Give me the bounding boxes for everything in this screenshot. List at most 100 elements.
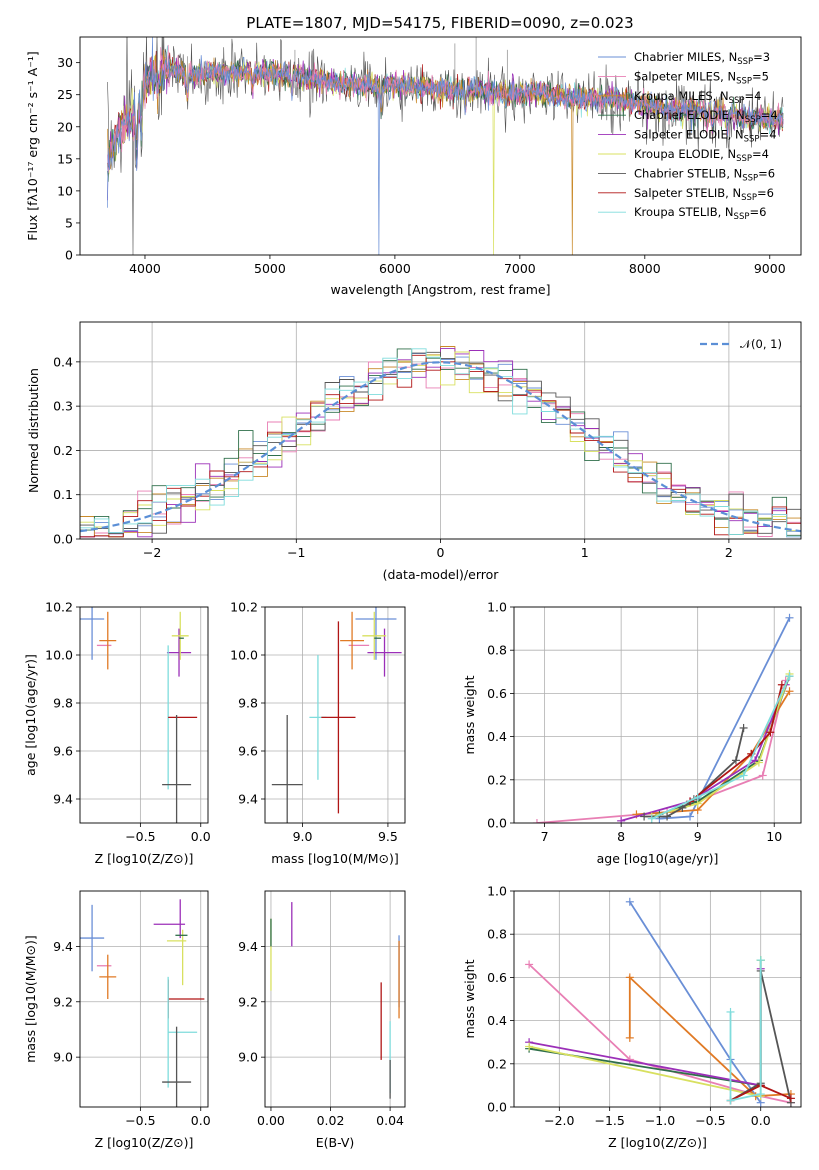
legend-value: =6 (749, 205, 766, 219)
mass-vs-metallicity-panel: −0.5 0.0 9.0 9.2 9.4 Z [log10(Z/Z⊙)] mass [log… (23, 890, 211, 1150)
y-tick-label: 10.2 (45, 600, 73, 615)
legend-value: =4 (761, 108, 778, 122)
legend-subscript: SSP (741, 193, 757, 203)
axes-frame (264, 890, 406, 1108)
x-tick-label: 8 (617, 829, 625, 844)
mass-weight-series-line (528, 960, 762, 1098)
y-tick-label: 0.8 (487, 643, 507, 658)
y-tick-label: 9.4 (238, 939, 258, 954)
y-tick-label: 0.8 (487, 927, 507, 942)
y-tick-label: 10.0 (230, 648, 258, 663)
x-tick-label: 0.00 (257, 1113, 285, 1128)
y-tick-label: 0.0 (53, 532, 73, 547)
x-tick-label: 0.0 (191, 1113, 211, 1128)
y-tick-label: 1.0 (487, 600, 507, 615)
y-tick-label: 0.4 (53, 354, 73, 369)
legend-value: =4 (760, 128, 777, 142)
y-tick-label: 0.4 (487, 1013, 507, 1028)
x-tick-label: 4000 (129, 261, 161, 276)
y-tick-label: 0.6 (487, 970, 507, 985)
mass-weight-series-line (651, 675, 791, 820)
x-tick-label: 6000 (379, 261, 411, 276)
y-tick-label: 0.0 (487, 1100, 507, 1115)
x-tick-label: 0.0 (751, 1113, 771, 1128)
legend-value: =4 (752, 147, 769, 161)
legend-label: Kroupa ELODIE, NSSP=4 (634, 147, 769, 164)
x-axis-label: age [log10(age/yr)] (597, 851, 719, 866)
y-tick-label: 9.6 (238, 744, 258, 759)
legend-subscript: SSP (734, 212, 750, 222)
x-tick-label: −0.5 (125, 829, 155, 844)
y-tick-label: 25 (57, 87, 73, 102)
axes-frame (513, 890, 802, 1108)
chart-title: PLATE=1807, MJD=54175, FIBERID=0090, z=0… (246, 14, 633, 32)
y-tick-label: 0.6 (487, 686, 507, 701)
mass-weight-series-line (651, 673, 791, 818)
y-axis-label: mass weight (462, 959, 477, 1038)
y-tick-label: 0.2 (487, 1056, 507, 1071)
age-vs-metallicity-panel: −0.5 0.0 9.4 9.6 9.8 10.0 10.2 Z [log10(Z/Z⊙)] a… (23, 600, 211, 867)
mass-weight-series-line (536, 680, 787, 823)
x-tick-label: −1.0 (645, 1113, 675, 1128)
y-tick-label: 10.0 (45, 648, 73, 663)
plot-area (80, 346, 801, 538)
y-tick-label: 9.4 (53, 939, 73, 954)
plot-area (270, 902, 400, 1099)
plot-area (271, 607, 402, 823)
y-tick-label: 9.8 (238, 696, 258, 711)
legend-label: Chabrier STELIB, NSSP=6 (634, 166, 775, 183)
y-tick-label: 9.4 (53, 792, 73, 807)
y-tick-label: 0.2 (487, 772, 507, 787)
x-tick-label: 1 (581, 545, 589, 560)
y-tick-label: 0.4 (487, 729, 507, 744)
mass-weight-series-line (636, 690, 791, 816)
mass-weight-series-line (620, 684, 787, 822)
mass-weight-series-line (528, 960, 762, 1087)
axes-frame (79, 890, 209, 1108)
x-tick-label: 10 (766, 829, 782, 844)
mass-vs-extinction-panel: 0.00 0.02 0.04 9.0 9.2 9.4 E(B-V) (238, 890, 406, 1150)
legend-label: Kroupa STELIB, NSSP=6 (634, 205, 766, 222)
legend-subscript: SSP (736, 76, 752, 86)
histogram-step-line (80, 348, 801, 538)
y-tick-label: 9.2 (53, 994, 73, 1009)
x-axis-label: mass [log10(M/M⊙)] (271, 851, 399, 866)
y-tick-label: 0.0 (487, 816, 507, 831)
x-tick-label: 7000 (504, 261, 536, 276)
legend-subscript: SSP (745, 115, 761, 125)
plot-area (107, 37, 784, 255)
legend-label: Salpeter STELIB, NSSP=6 (634, 186, 774, 203)
x-tick-label: 0 (437, 545, 445, 560)
y-tick-label: 9.0 (53, 1050, 73, 1065)
x-tick-label: 7 (541, 829, 549, 844)
legend-value: =6 (758, 166, 775, 180)
spectrum-series-line (107, 37, 784, 255)
legend-subscript: SSP (737, 57, 753, 67)
age-vs-mass-panel: 9.0 9.5 9.4 9.6 9.8 10.0 10.2 mass [log10(M/M⊙)… (230, 600, 406, 866)
plot-area (80, 607, 198, 823)
mass-weight-series-line (689, 684, 783, 803)
axes-frame (513, 606, 802, 824)
y-axis-label: mass weight (462, 675, 477, 754)
y-tick-label: 0.1 (53, 487, 73, 502)
legend-label: Chabrier MILES, NSSP=3 (634, 50, 770, 67)
y-tick-label: 9.4 (238, 792, 258, 807)
mass-weight-vs-age-panel: 7 8 9 10 0.0 0.2 0.4 0.6 0.8 1.0 age [log10(age/yr… (462, 600, 802, 866)
plot-area (525, 897, 795, 1107)
y-tick-label: 9.0 (238, 1050, 258, 1065)
legend-label: Salpeter ELODIE, NSSP=4 (634, 128, 777, 145)
x-tick-label: −0.5 (695, 1113, 725, 1128)
axes-frame (264, 606, 406, 824)
x-tick-label: 9.5 (378, 829, 398, 844)
legend-subscript: SSP (736, 154, 752, 164)
x-tick-label: 9000 (754, 261, 786, 276)
plot-area (532, 613, 794, 823)
axes-frame (79, 321, 802, 540)
axes-frame (79, 36, 802, 256)
y-tick-label: 5 (65, 215, 73, 230)
legend-label: Salpeter MILES, NSSP=5 (634, 69, 769, 86)
y-tick-label: 0.3 (53, 399, 73, 414)
x-tick-label: −2 (143, 545, 161, 560)
y-axis-label: Flux [fλ10⁻¹⁷ erg cm⁻² s⁻¹ A⁻¹] (25, 51, 40, 240)
